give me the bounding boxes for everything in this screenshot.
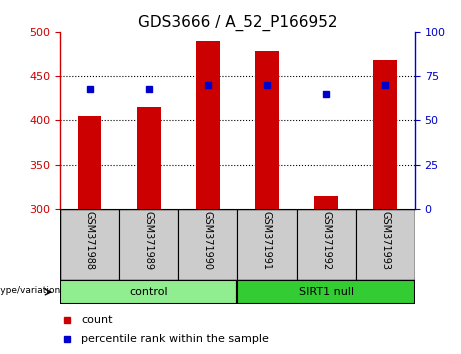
- Text: control: control: [130, 287, 168, 297]
- Text: GSM371991: GSM371991: [262, 211, 272, 270]
- Text: GSM371988: GSM371988: [84, 211, 95, 270]
- Bar: [356, 209, 415, 280]
- Text: GSM371992: GSM371992: [321, 211, 331, 270]
- Bar: [137, 107, 160, 209]
- Bar: [178, 209, 237, 280]
- Bar: [237, 280, 415, 304]
- Bar: [255, 51, 279, 209]
- Bar: [196, 41, 219, 209]
- Text: percentile rank within the sample: percentile rank within the sample: [81, 333, 269, 344]
- Text: count: count: [81, 315, 113, 325]
- Bar: [60, 280, 237, 304]
- Text: GSM371993: GSM371993: [380, 211, 390, 270]
- Bar: [237, 209, 296, 280]
- Bar: [77, 116, 101, 209]
- Text: SIRT1 null: SIRT1 null: [299, 287, 354, 297]
- Text: GSM371990: GSM371990: [203, 211, 213, 270]
- Bar: [373, 60, 397, 209]
- Text: genotype/variation: genotype/variation: [0, 286, 61, 295]
- Bar: [296, 209, 356, 280]
- Text: GSM371989: GSM371989: [144, 211, 154, 270]
- Bar: [60, 209, 119, 280]
- Bar: [314, 195, 338, 209]
- Title: GDS3666 / A_52_P166952: GDS3666 / A_52_P166952: [138, 14, 337, 30]
- Bar: [119, 209, 178, 280]
